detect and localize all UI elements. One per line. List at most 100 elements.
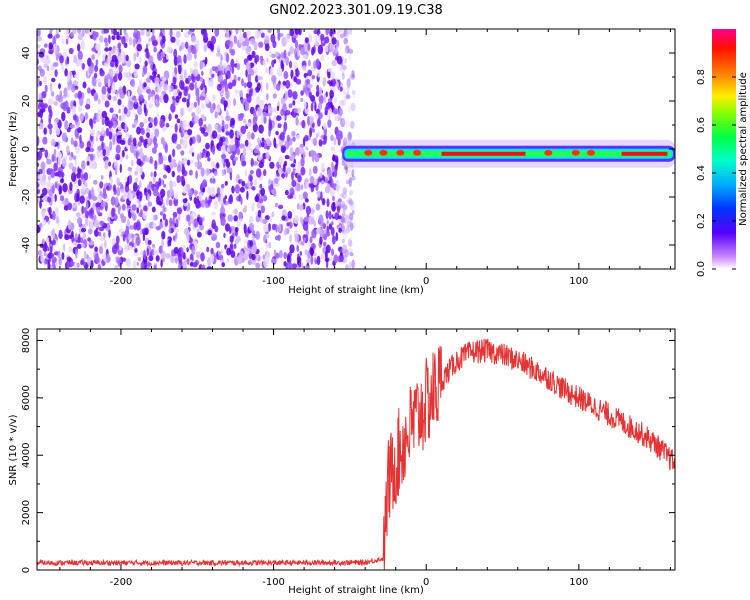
noise-blob bbox=[139, 180, 142, 189]
noise-blob bbox=[292, 194, 297, 200]
noise-blob bbox=[343, 216, 347, 224]
noise-blob bbox=[300, 217, 303, 224]
noise-blob bbox=[189, 137, 193, 147]
noise-blob bbox=[292, 136, 296, 142]
x-tick-label: -100 bbox=[262, 276, 285, 287]
noise-blob bbox=[96, 206, 101, 213]
noise-blob bbox=[135, 177, 138, 184]
noise-blob bbox=[172, 235, 176, 241]
noise-blob bbox=[296, 244, 300, 252]
noise-blob bbox=[268, 122, 273, 132]
noise-blob bbox=[139, 135, 144, 142]
noise-blob bbox=[347, 220, 351, 227]
noise-blob bbox=[297, 257, 301, 262]
noise-blob bbox=[335, 184, 341, 191]
noise-blob bbox=[250, 132, 255, 140]
noise-blob bbox=[175, 95, 180, 103]
noise-blob bbox=[267, 104, 272, 111]
noise-blob bbox=[186, 106, 193, 113]
x-tick-label: 0 bbox=[423, 276, 429, 287]
noise-blob bbox=[323, 94, 327, 104]
noise-blob bbox=[346, 199, 351, 204]
noise-blob bbox=[43, 76, 48, 85]
noise-blob bbox=[346, 45, 351, 51]
noise-blob bbox=[139, 122, 144, 128]
noise-blob bbox=[115, 153, 121, 161]
noise-blob bbox=[223, 232, 226, 239]
noise-blob bbox=[168, 154, 172, 163]
noise-blob bbox=[245, 46, 251, 55]
noise-blob bbox=[229, 129, 234, 139]
noise-blob bbox=[257, 209, 262, 218]
noise-blob bbox=[107, 85, 112, 94]
noise-blob bbox=[117, 42, 122, 47]
noise-blob bbox=[340, 223, 345, 233]
noise-blob bbox=[97, 264, 101, 269]
noise-blob bbox=[245, 93, 249, 99]
noise-blob bbox=[87, 237, 91, 242]
noise-blob bbox=[294, 39, 298, 49]
noise-blob bbox=[111, 29, 114, 35]
noise-blob bbox=[52, 197, 55, 203]
noise-blob bbox=[68, 156, 73, 161]
noise-blob bbox=[309, 36, 312, 42]
noise-blob bbox=[320, 33, 325, 42]
noise-blob bbox=[315, 203, 321, 211]
noise-blob bbox=[141, 72, 145, 78]
noise-blob bbox=[349, 29, 353, 36]
y-tick-label: 4000 bbox=[21, 443, 32, 468]
noise-blob bbox=[328, 107, 332, 116]
noise-blob bbox=[89, 128, 96, 137]
noise-blob bbox=[85, 146, 91, 153]
noise-blob bbox=[119, 246, 122, 251]
noise-blob bbox=[120, 122, 126, 129]
noise-blob bbox=[124, 190, 129, 200]
noise-blob bbox=[253, 178, 258, 188]
noise-blob bbox=[42, 136, 48, 145]
noise-blob bbox=[156, 112, 160, 120]
noise-blob bbox=[166, 46, 172, 54]
noise-blob bbox=[200, 199, 206, 208]
noise-blob bbox=[151, 206, 156, 213]
x-tick-label: 100 bbox=[569, 577, 588, 588]
noise-blob bbox=[263, 115, 267, 124]
noise-blob bbox=[131, 204, 137, 211]
noise-blob bbox=[80, 259, 84, 266]
noise-blob bbox=[175, 31, 181, 38]
noise-blob bbox=[77, 90, 83, 100]
noise-blob bbox=[298, 160, 301, 170]
noise-blob bbox=[78, 168, 82, 174]
noise-blob bbox=[152, 95, 155, 104]
noise-blob bbox=[138, 203, 142, 209]
noise-blob bbox=[320, 253, 326, 260]
noise-blob bbox=[133, 101, 139, 110]
noise-blob bbox=[136, 126, 141, 135]
noise-blob bbox=[349, 213, 353, 221]
noise-blob bbox=[248, 142, 252, 148]
noise-blob bbox=[102, 148, 106, 157]
noise-blob bbox=[220, 154, 227, 159]
noise-blob bbox=[224, 123, 229, 130]
noise-blob bbox=[204, 56, 208, 65]
noise-blob bbox=[148, 102, 153, 109]
noise-blob bbox=[46, 158, 52, 165]
noise-blob bbox=[174, 114, 179, 119]
noise-blob bbox=[54, 207, 59, 216]
noise-blob bbox=[241, 160, 247, 167]
noise-blob bbox=[195, 170, 198, 180]
noise-blob bbox=[119, 213, 124, 219]
noise-blob bbox=[160, 51, 166, 58]
noise-blob bbox=[224, 195, 227, 200]
noise-blob bbox=[134, 119, 138, 126]
noise-blob bbox=[327, 98, 333, 103]
noise-blob bbox=[323, 134, 328, 143]
noise-blob bbox=[168, 224, 172, 234]
noise-blob bbox=[104, 47, 110, 52]
noise-blob bbox=[249, 68, 255, 76]
noise-blob bbox=[263, 258, 269, 268]
noise-blob bbox=[300, 184, 304, 190]
noise-blob bbox=[342, 208, 346, 217]
noise-blob bbox=[348, 177, 352, 188]
